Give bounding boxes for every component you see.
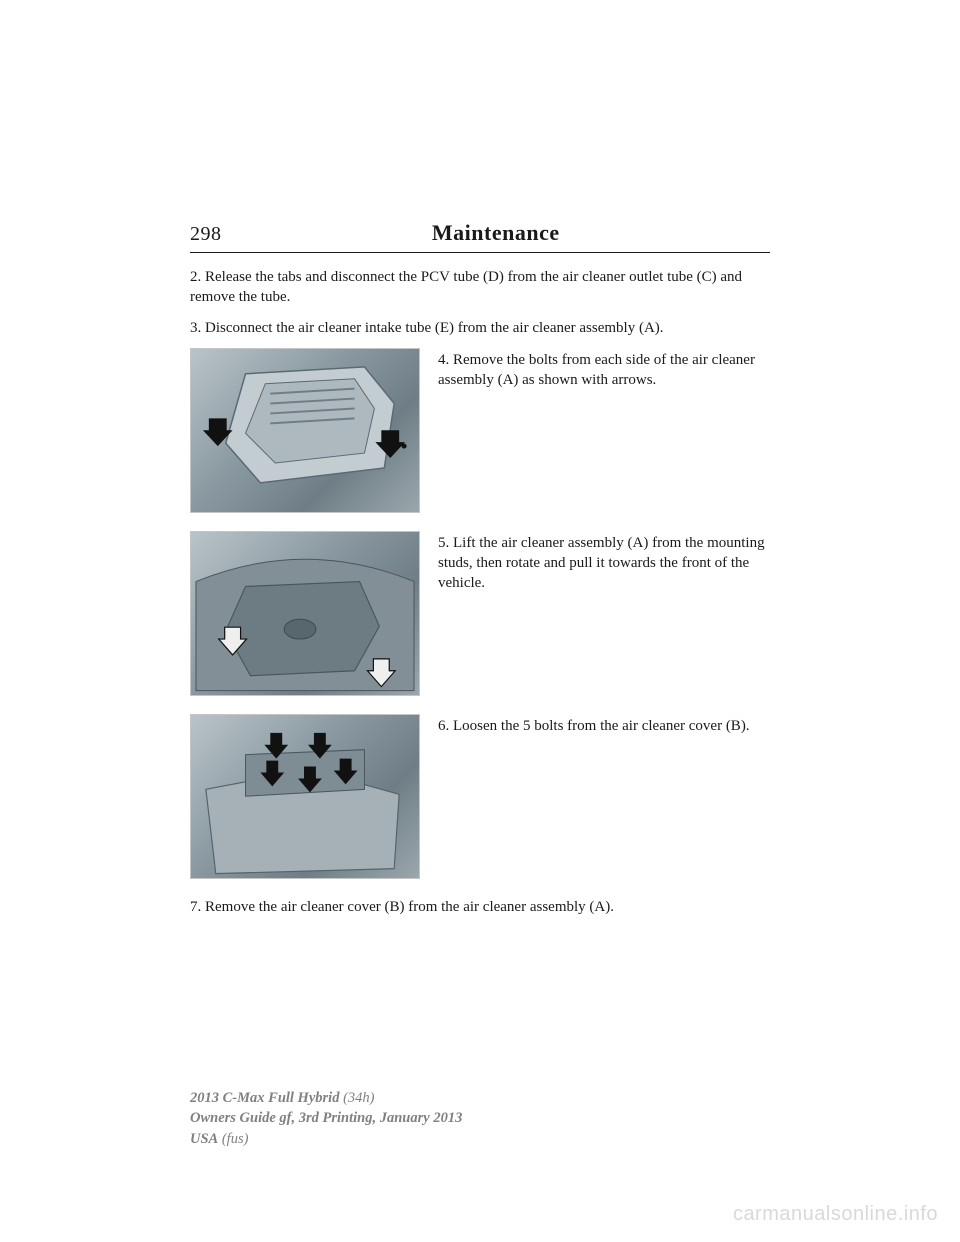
cover-bolts-illustration-icon — [191, 715, 419, 879]
footer-model-code: (34h) — [339, 1090, 374, 1106]
footer-line-1: 2013 C-Max Full Hybrid (34h) — [190, 1088, 770, 1108]
figure-step-5 — [190, 531, 420, 696]
step-7-text: 7. Remove the air cleaner cover (B) from… — [190, 897, 770, 917]
footer-region-code: (fus) — [218, 1131, 248, 1147]
engine-illustration-icon — [191, 349, 419, 513]
step-4-row: 4. Remove the bolts from each side of th… — [190, 348, 770, 513]
engine-bay-illustration-icon — [191, 532, 419, 696]
header-rule — [190, 252, 770, 253]
page-number: 298 — [190, 223, 222, 246]
figure-step-4 — [190, 348, 420, 513]
footer-model: 2013 C-Max Full Hybrid — [190, 1090, 339, 1106]
chapter-title: Maintenance — [222, 220, 771, 246]
step-2-text: 2. Release the tabs and disconnect the P… — [190, 267, 770, 308]
step-3-text: 3. Disconnect the air cleaner intake tub… — [190, 318, 770, 338]
watermark: carmanualsonline.info — [733, 1203, 938, 1226]
footer: 2013 C-Max Full Hybrid (34h) Owners Guid… — [190, 1088, 770, 1149]
step-5-row: 5. Lift the air cleaner assembly (A) fro… — [190, 531, 770, 696]
step-6-text: 6. Loosen the 5 bolts from the air clean… — [420, 714, 770, 736]
step-6-row: 6. Loosen the 5 bolts from the air clean… — [190, 714, 770, 879]
footer-line-3: USA (fus) — [190, 1129, 770, 1149]
footer-guide: Owners Guide gf, 3rd Printing, January 2… — [190, 1110, 462, 1126]
page-header: 298 Maintenance — [190, 220, 770, 246]
step-5-text: 5. Lift the air cleaner assembly (A) fro… — [420, 531, 770, 594]
step-4-text: 4. Remove the bolts from each side of th… — [420, 348, 770, 391]
footer-region: USA — [190, 1131, 218, 1147]
footer-line-2: Owners Guide gf, 3rd Printing, January 2… — [190, 1108, 770, 1128]
manual-page: 298 Maintenance 2. Release the tabs and … — [0, 0, 960, 1242]
figure-step-6 — [190, 714, 420, 879]
content-area: 298 Maintenance 2. Release the tabs and … — [190, 220, 770, 927]
